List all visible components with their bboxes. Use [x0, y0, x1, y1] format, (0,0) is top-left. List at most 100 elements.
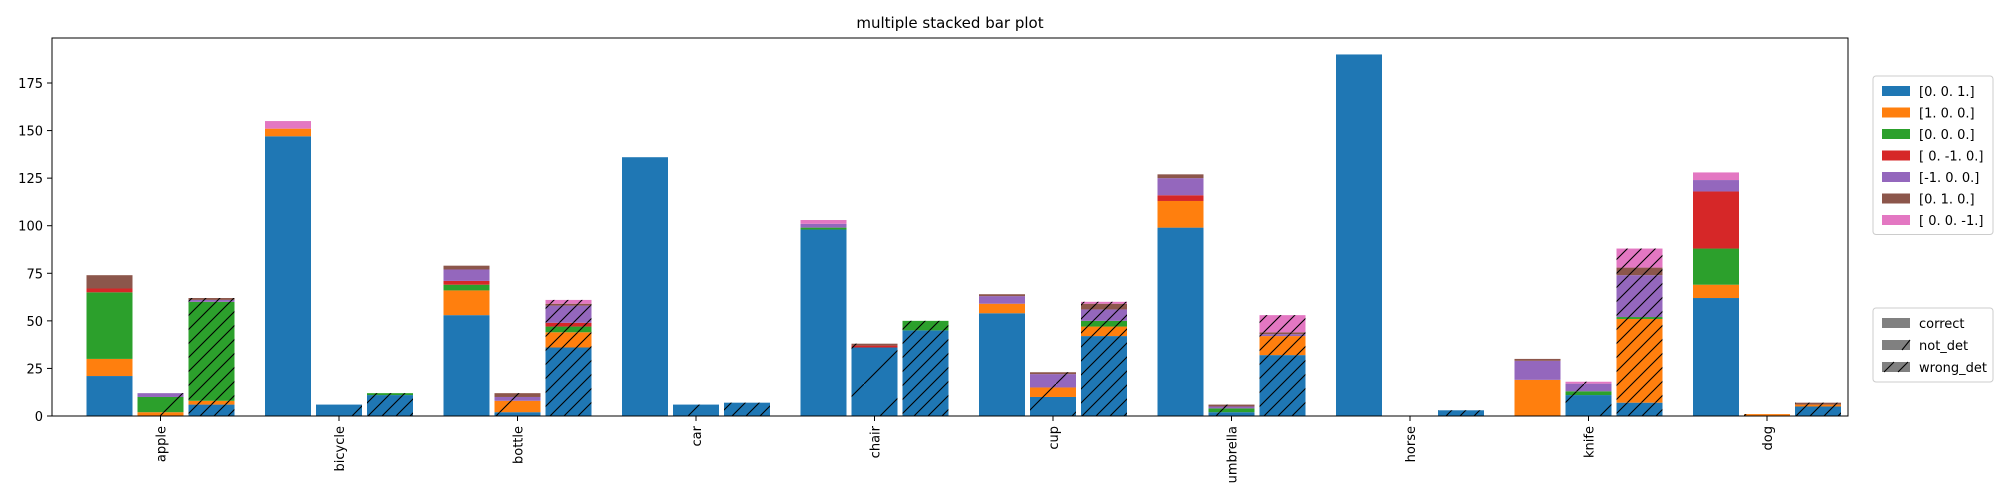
legend-label: wrong_det: [1919, 361, 1987, 376]
bar-hatch: [1081, 303, 1127, 310]
bar-segment: [1157, 200, 1204, 228]
bar-segment: [1693, 284, 1739, 299]
bar-hatch: [1030, 372, 1076, 375]
bar-hatch: [1616, 267, 1663, 276]
legend-label: [ 0. -1. 0.]: [1919, 150, 1983, 165]
legend-swatch: [1882, 86, 1910, 96]
bar-hatch: [188, 400, 235, 405]
bar-hatch: [1208, 408, 1255, 413]
bar-segment: [86, 292, 133, 359]
bar-hatch: [545, 322, 592, 327]
bar-hatch: [1208, 406, 1255, 409]
bar-hatch: [1616, 248, 1663, 268]
x-tick-label: dog: [1761, 426, 1776, 450]
bar-segment: [1693, 180, 1739, 192]
bar-hatch: [494, 393, 541, 397]
y-tick-label: 100: [18, 220, 43, 235]
bar-hatch: [1081, 301, 1127, 304]
x-axis: apple bicycle bottle car chair cup umbrella hor…: [155, 416, 1776, 483]
bars-layer: [86, 54, 1841, 416]
bar-hatch: [851, 345, 898, 348]
legend-swatch: [1882, 215, 1910, 225]
bar-hatch: [902, 330, 949, 416]
legend-swatch: [1882, 107, 1910, 118]
legend-hatch-stroke: [1901, 339, 1911, 351]
y-tick-label: 50: [26, 315, 43, 330]
legend-swatch: [1882, 172, 1910, 182]
legend-label: [0. 0. 0.]: [1919, 128, 1975, 143]
bar-hatch: [1208, 412, 1255, 416]
bar-hatch: [1795, 404, 1841, 407]
bar-hatch: [188, 298, 235, 300]
bar-segment: [1693, 298, 1739, 416]
bar-hatch: [1795, 402, 1841, 405]
bar-hatch: [1030, 387, 1076, 397]
bar-hatch: [1081, 309, 1127, 321]
bar-segment: [443, 315, 490, 416]
legend-swatch: [1882, 150, 1910, 161]
chart-title: multiple stacked bar plot: [856, 14, 1043, 32]
y-tick-label: 150: [18, 125, 43, 140]
color-legend: [0. 0. 1.] [1. 0. 0.] [0. 0. 0.] [ 0. -1. 0…: [1872, 75, 1994, 235]
legend-label: not_det: [1919, 339, 1968, 354]
bar-segment: [86, 376, 133, 416]
bar-hatch: [1259, 336, 1306, 356]
y-tick-label: 25: [26, 362, 43, 377]
bar-segment: [86, 288, 133, 293]
legend-hatch-stroke: [1897, 361, 1909, 373]
bar-segment: [1157, 195, 1204, 201]
bar-hatch: [1565, 381, 1612, 384]
plot-frame: [51, 37, 1849, 417]
bar-segment: [800, 227, 847, 230]
bar-segment: [800, 220, 847, 224]
bar-hatch: [137, 412, 184, 416]
legend-label: [-1. 0. 0.]: [1919, 171, 1979, 186]
bar-hatch: [1259, 355, 1306, 416]
legend-label: [0. 1. 0.]: [1919, 193, 1975, 208]
bar-segment: [1157, 178, 1204, 196]
y-tick-label: 175: [18, 77, 43, 92]
bar-hatch: [367, 393, 413, 396]
bar-segment: [443, 284, 490, 291]
bar-hatch: [1616, 275, 1663, 318]
bar-segment: [86, 275, 133, 289]
bar-hatch: [1616, 317, 1663, 319]
x-tick-label: bottle: [512, 426, 527, 464]
legend-label: correct: [1919, 317, 1965, 332]
legend-label: [1. 0. 0.]: [1919, 107, 1975, 122]
bar-hatch: [188, 301, 235, 401]
legend-swatch: [1882, 362, 1910, 372]
bar-segment: [1693, 172, 1739, 181]
bar-segment: [443, 265, 490, 270]
bar-hatch: [1565, 395, 1612, 416]
bar-hatch: [851, 343, 898, 346]
bar-segment: [443, 290, 490, 316]
bar-segment: [979, 294, 1025, 297]
bar-segment: [979, 313, 1025, 416]
legend-label: [0. 0. 1.]: [1919, 85, 1975, 100]
bar-hatch: [188, 299, 235, 302]
legend-swatch: [1882, 193, 1910, 204]
bar-hatch: [1208, 404, 1255, 407]
bar-hatch: [1081, 320, 1127, 327]
bar-hatch: [494, 412, 541, 416]
x-tick-label: cup: [1047, 426, 1062, 450]
bar-segment: [979, 303, 1025, 314]
legend-label: [ 0. 0. -1.]: [1919, 214, 1983, 229]
bar-segment: [800, 229, 847, 416]
x-tick-label: apple: [155, 426, 170, 462]
bar-hatch: [545, 305, 592, 323]
bar-segment: [1157, 227, 1204, 416]
bar-hatch: [1259, 334, 1306, 337]
bar-hatch: [316, 404, 362, 416]
hatch-legend: correct not_det wrong_det: [1872, 307, 1994, 383]
bar-segment: [265, 136, 311, 416]
bar-segment: [1693, 248, 1739, 285]
bar-hatch: [1438, 410, 1484, 416]
y-tick-label: 0: [35, 410, 43, 425]
x-tick-label: umbrella: [1226, 426, 1241, 483]
bar-hatch: [1030, 374, 1076, 388]
bar-hatch: [1616, 318, 1663, 403]
bar-hatch: [1259, 332, 1306, 335]
